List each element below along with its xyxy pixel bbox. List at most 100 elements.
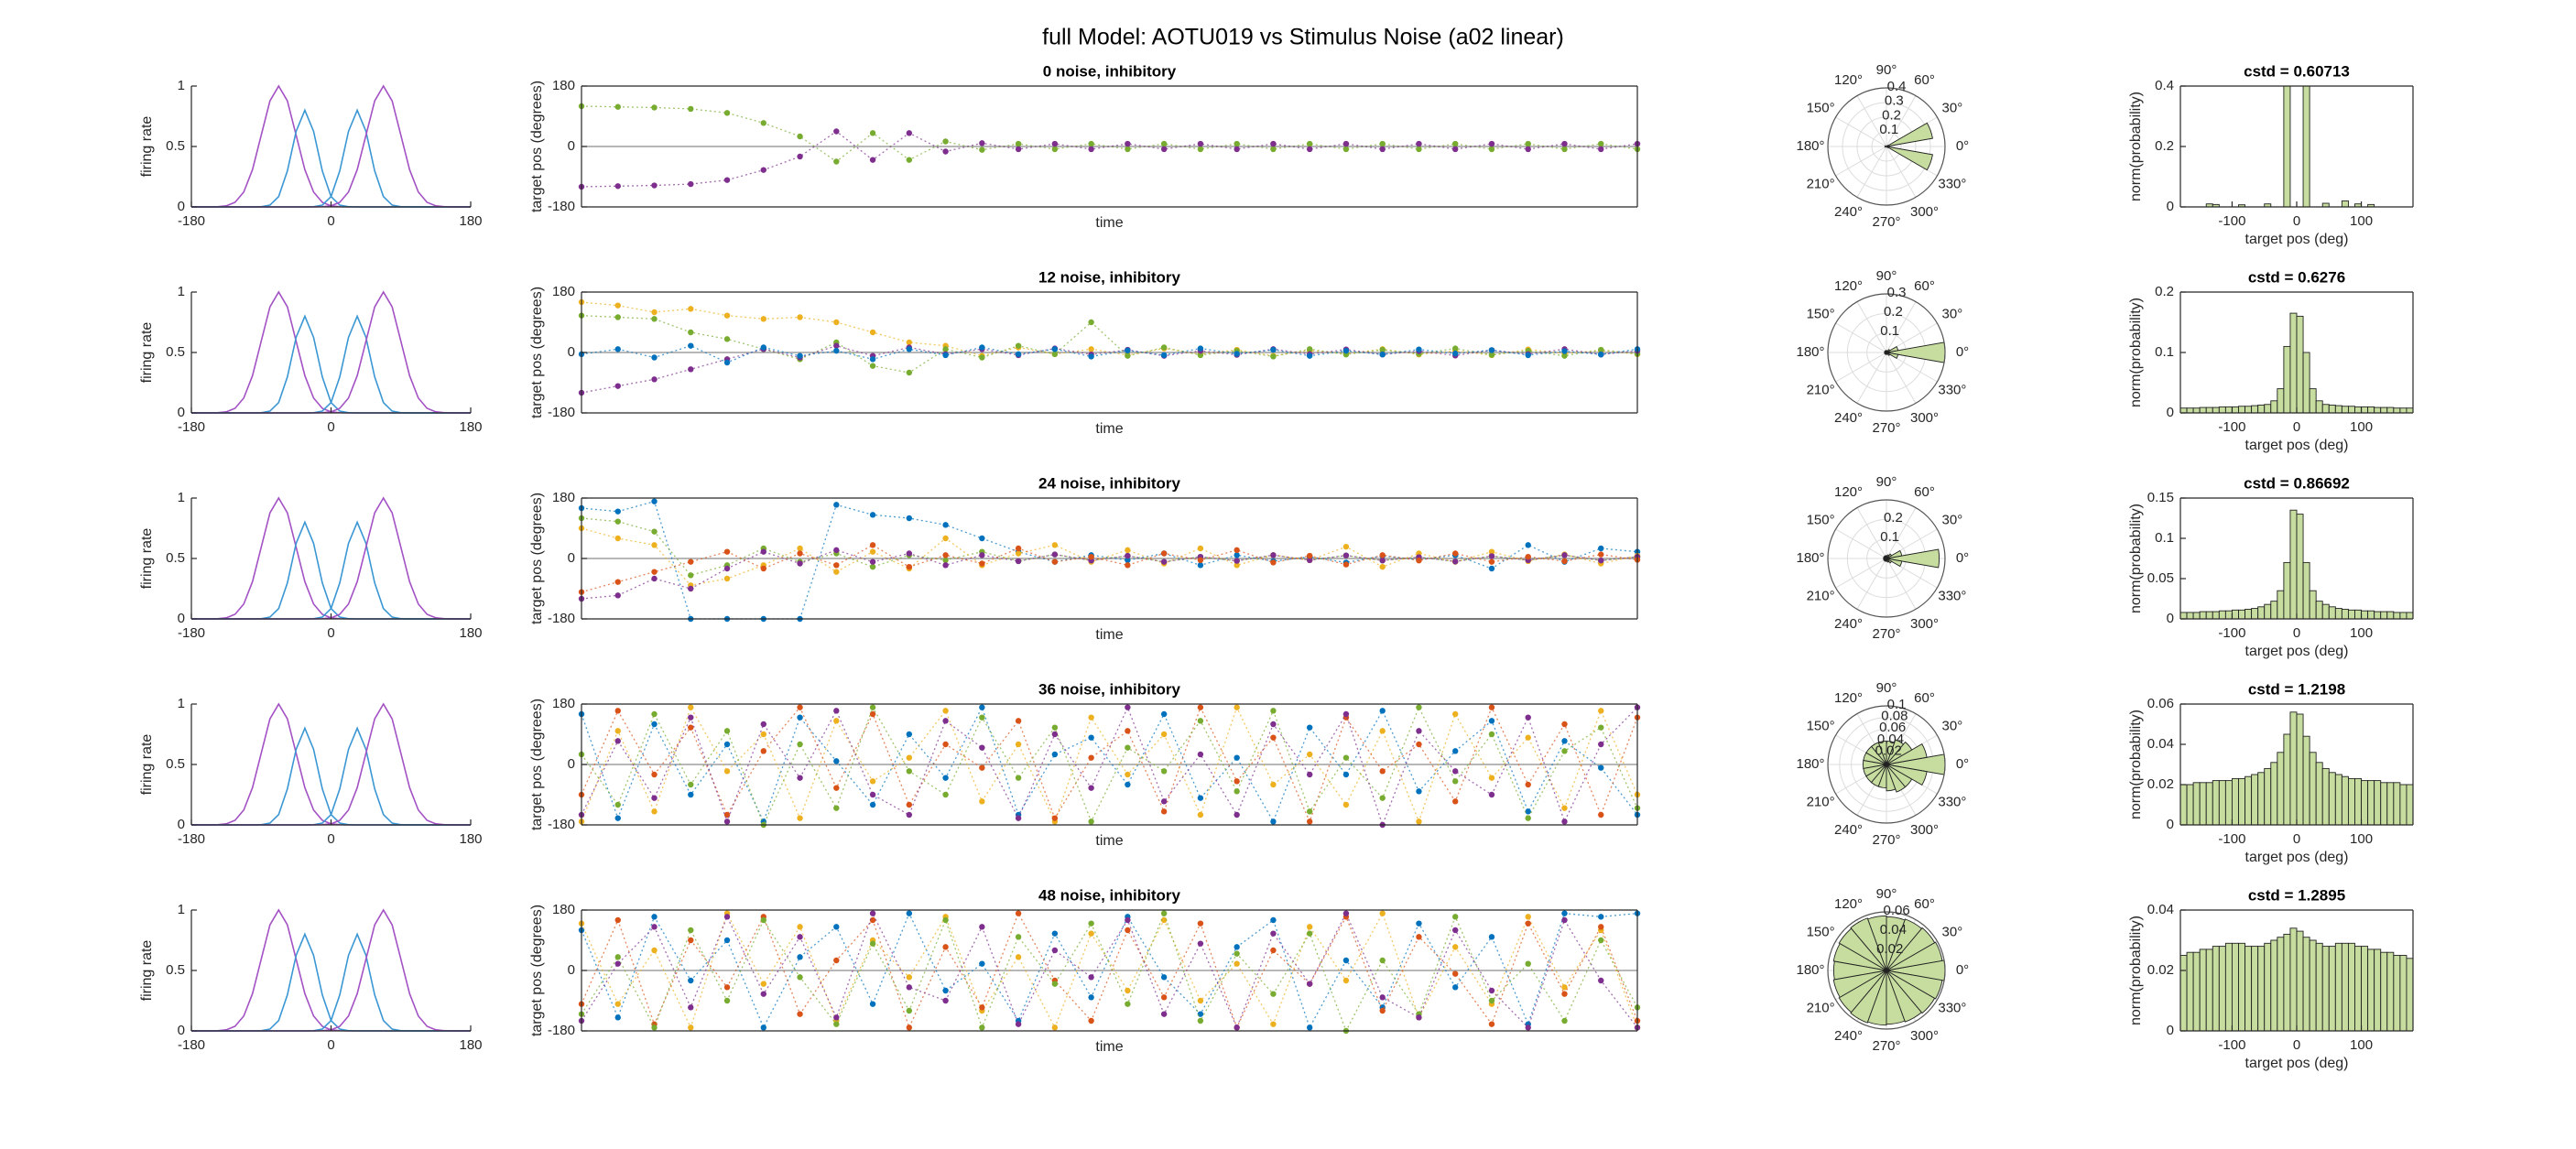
point <box>797 815 803 821</box>
bar <box>2257 946 2266 1031</box>
bar <box>2212 406 2220 413</box>
y-axis-label: norm(probability) <box>2128 710 2144 819</box>
point <box>651 354 658 361</box>
point <box>1525 146 1531 153</box>
bar <box>2283 86 2291 207</box>
bar <box>2186 951 2194 1031</box>
point <box>1488 704 1495 710</box>
point <box>869 778 876 785</box>
point <box>1160 710 1168 718</box>
point <box>906 1007 913 1014</box>
point <box>614 383 621 389</box>
point <box>979 744 985 751</box>
point <box>651 498 658 504</box>
bar <box>2309 752 2317 825</box>
theta-tick-label: 180° <box>1796 756 1824 772</box>
point <box>688 585 694 592</box>
bar <box>2341 775 2349 825</box>
x-axis-label: target pos (deg) <box>2245 232 2349 247</box>
point <box>1342 140 1350 147</box>
point <box>906 130 913 136</box>
point <box>723 728 731 734</box>
point <box>1416 1014 1422 1021</box>
y-tick-label: 0.05 <box>2147 570 2174 586</box>
point <box>688 105 694 113</box>
theta-tick-label: 300° <box>1910 410 1939 426</box>
point <box>797 704 803 710</box>
point <box>1160 731 1168 738</box>
point <box>1598 708 1604 714</box>
y-tick-label: 0.5 <box>166 138 185 154</box>
r-tick-label: 0.1 <box>1880 529 1899 545</box>
point <box>797 314 803 320</box>
point <box>1561 1017 1568 1024</box>
point <box>1088 754 1094 761</box>
point <box>942 535 949 542</box>
x-axis-label: time <box>1095 421 1123 437</box>
bar <box>2341 942 2349 1031</box>
series-line <box>581 105 1638 163</box>
point <box>1088 553 1094 560</box>
bar <box>2341 406 2349 413</box>
point <box>1270 146 1277 153</box>
bar <box>2224 942 2233 1031</box>
y-tick-label: 0.2 <box>2155 138 2174 154</box>
panel-title: 48 noise, inhibitory <box>1038 886 1180 904</box>
point <box>688 366 694 373</box>
point <box>1088 140 1094 147</box>
bar <box>2386 782 2395 825</box>
point <box>942 346 949 352</box>
wedge <box>1886 146 1933 171</box>
point <box>614 579 621 585</box>
y-tick-label: 0 <box>2167 817 2174 832</box>
point <box>1197 811 1204 818</box>
point <box>1270 930 1277 937</box>
y-tick-label: 0.5 <box>166 344 185 360</box>
series-line <box>581 344 1638 394</box>
theta-tick-label: 30° <box>1942 512 1963 527</box>
point <box>979 704 985 710</box>
point <box>1488 352 1495 358</box>
bar <box>2374 780 2382 825</box>
theta-tick-label: 120° <box>1834 72 1863 88</box>
point <box>614 960 621 967</box>
bar <box>2257 404 2266 413</box>
point <box>906 754 913 761</box>
point <box>1088 994 1094 1001</box>
panel-title: cstd = 1.2198 <box>2248 680 2345 698</box>
bar <box>2321 767 2330 825</box>
theta-tick-label: 120° <box>1834 896 1863 912</box>
point <box>1342 146 1350 153</box>
bar <box>2354 406 2363 413</box>
theta-tick-label: 240° <box>1834 410 1863 426</box>
point <box>1125 562 1131 569</box>
bar <box>2354 946 2363 1031</box>
series-line <box>581 500 1638 620</box>
r-tick-label: 0.02 <box>1876 941 1903 957</box>
point <box>1306 146 1313 153</box>
theta-tick-label: 30° <box>1942 100 1963 115</box>
point <box>1160 140 1168 147</box>
point <box>1234 558 1240 564</box>
point <box>1051 558 1059 565</box>
bar <box>2393 612 2401 619</box>
x-tick-label: 100 <box>2350 419 2373 435</box>
theta-tick-label: 300° <box>1910 822 1939 838</box>
point <box>906 563 913 570</box>
series-line <box>191 84 471 208</box>
point <box>1015 910 1022 916</box>
point <box>688 342 694 349</box>
point <box>1525 734 1531 741</box>
point <box>1234 754 1240 761</box>
bar <box>2270 601 2278 619</box>
point <box>1088 346 1094 352</box>
y-axis-label: firing rate <box>139 528 155 590</box>
point <box>1598 551 1604 558</box>
point <box>1561 818 1568 825</box>
theta-tick-label: 60° <box>1914 72 1935 88</box>
point <box>1598 914 1604 920</box>
point <box>723 937 731 944</box>
point <box>1416 558 1422 564</box>
bar <box>2399 955 2408 1031</box>
point <box>1342 910 1350 916</box>
